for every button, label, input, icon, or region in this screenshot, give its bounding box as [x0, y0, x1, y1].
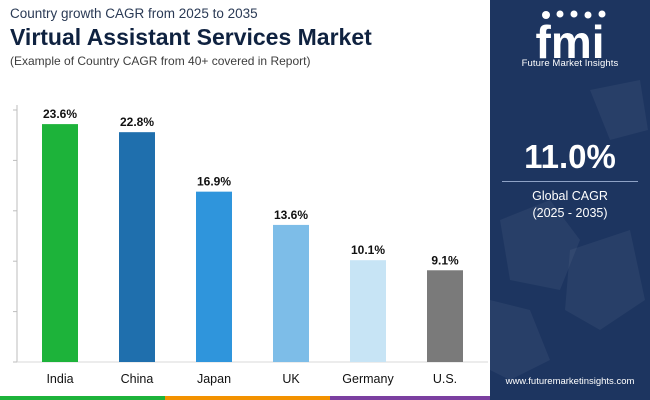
- x-tick-label: UK: [282, 372, 300, 386]
- bar-chart: 23.6% India 22.8% China 16.9% Japan 13.6% UK 10.…: [13, 105, 488, 386]
- bar-value-label: 23.6%: [43, 107, 77, 121]
- bar-2: [196, 191, 232, 362]
- bar-value-label: 22.8%: [120, 115, 154, 129]
- bar-4: [350, 260, 386, 362]
- footer-strip-segment: [490, 396, 650, 400]
- bar-3: [273, 224, 309, 362]
- bar-value-label: 9.1%: [431, 253, 459, 267]
- bar-value-label: 13.6%: [274, 208, 308, 222]
- bar-value-label: 10.1%: [351, 243, 385, 257]
- x-tick-label: U.S.: [433, 372, 457, 386]
- chart-header: Country growth CAGR from 2025 to 2035 Vi…: [10, 6, 490, 69]
- kpi-divider: [502, 181, 638, 182]
- chart-title: Virtual Assistant Services Market: [10, 24, 372, 50]
- x-tick-label: Japan: [197, 372, 231, 386]
- fmi-logo: fmi: [536, 10, 606, 68]
- logo-wordmark: fmi: [536, 16, 605, 68]
- global-cagr-label-line1: Global CAGR: [532, 189, 608, 203]
- global-cagr-label-line2: (2025 - 2035): [532, 206, 608, 220]
- sidebar-panel: fmi Future Market Insights 11.0% Global …: [490, 0, 650, 400]
- x-tick-label: Germany: [342, 372, 394, 386]
- bar-5: [427, 270, 463, 362]
- chart-note: (Example of Country CAGR from 40+ covere…: [10, 54, 311, 68]
- chart-subtitle: Country growth CAGR from 2025 to 2035: [10, 6, 258, 21]
- sidebar-pattern: [490, 80, 648, 380]
- bar-0: [42, 124, 78, 362]
- bar-1: [119, 132, 155, 362]
- footer-strip-segment: [165, 396, 330, 400]
- bar-value-label: 16.9%: [197, 175, 231, 189]
- footer-strip-segment: [330, 396, 490, 400]
- logo-glyph-icons: [542, 10, 606, 19]
- x-tick-label: India: [46, 372, 73, 386]
- footer-strip-segment: [0, 396, 165, 400]
- x-tick-label: China: [121, 372, 154, 386]
- logo-subtitle: Future Market Insights: [521, 58, 619, 69]
- global-cagr-label: Global CAGR (2025 - 2035): [490, 188, 650, 222]
- website-link[interactable]: www.futuremarketinsights.com: [505, 376, 635, 387]
- global-cagr-value: 11.0%: [524, 138, 616, 175]
